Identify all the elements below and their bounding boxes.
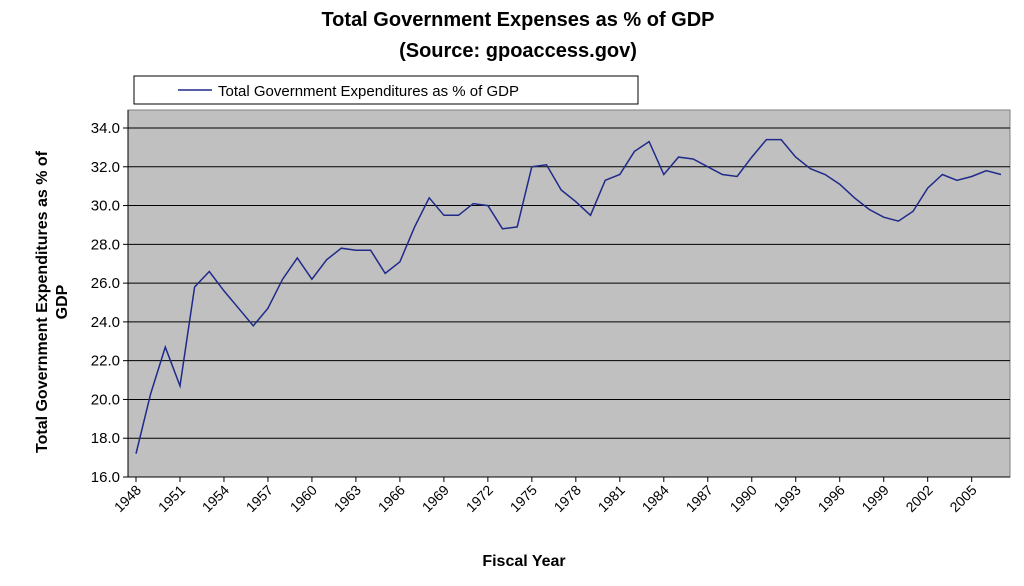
x-tick-label: 2002	[902, 482, 935, 515]
x-tick-label: 1948	[111, 482, 144, 515]
chart-subtitle: (Source: gpoaccess.gov)	[399, 40, 637, 62]
y-tick-label: 20.0	[91, 391, 120, 408]
legend-entry: Total Government Expenditures as % of GD…	[218, 83, 519, 100]
plot-area	[127, 109, 1011, 478]
x-tick-label: 2005	[946, 482, 979, 515]
y-tick-label: 26.0	[91, 275, 120, 292]
x-tick-label: 1951	[155, 482, 188, 515]
x-tick-label: 1981	[595, 482, 628, 515]
x-tick-label: 1960	[287, 482, 320, 515]
x-tick-label: 1963	[331, 482, 364, 515]
y-axis-ticks: 16.0 18.0 20.0 22.0 24.0 26.0 28.0 30.0 32.0 34.0	[91, 110, 129, 486]
y-axis-label-line1: Total Government Expenditures as % of	[34, 150, 51, 453]
x-axis-label: Fiscal Year	[482, 553, 565, 570]
chart-title: Total Government Expenses as % of GDP	[321, 9, 714, 31]
x-tick-label: 1957	[243, 482, 276, 515]
x-tick-label: 1999	[858, 482, 891, 515]
legend: Total Government Expenditures as % of GD…	[133, 75, 639, 105]
y-tick-label: 24.0	[91, 314, 120, 331]
x-tick-label: 1969	[419, 482, 452, 515]
x-tick-label: 1978	[551, 482, 584, 515]
y-tick-label: 32.0	[91, 159, 120, 176]
y-tick-label: 22.0	[91, 353, 120, 370]
x-tick-label: 1954	[199, 482, 232, 515]
x-axis-ticks: 1948 1951 1954 1957 1960 1963 1966 1969 1972 1975…	[111, 476, 1010, 515]
x-tick-label: 1993	[771, 482, 804, 515]
y-axis-label-group: Total Government Expenditures as % of GD…	[34, 150, 71, 453]
x-tick-label: 1966	[375, 482, 408, 515]
legend-box	[133, 75, 639, 105]
y-tick-label: 30.0	[91, 198, 120, 215]
y-tick-label: 16.0	[91, 469, 120, 486]
x-tick-label: 1990	[727, 482, 760, 515]
x-tick-label: 1975	[507, 482, 540, 515]
y-tick-label: 34.0	[91, 120, 120, 137]
series-layer	[135, 138, 1002, 454]
y-axis-label-line2: GDP	[54, 284, 71, 319]
y-tick-label: 28.0	[91, 236, 120, 253]
x-tick-label: 1987	[683, 482, 716, 515]
y-tick-label: 18.0	[91, 430, 120, 447]
x-tick-label: 1972	[463, 482, 496, 515]
x-tick-label: 1996	[815, 482, 848, 515]
series-line	[135, 138, 1002, 454]
x-tick-label: 1984	[639, 482, 672, 515]
